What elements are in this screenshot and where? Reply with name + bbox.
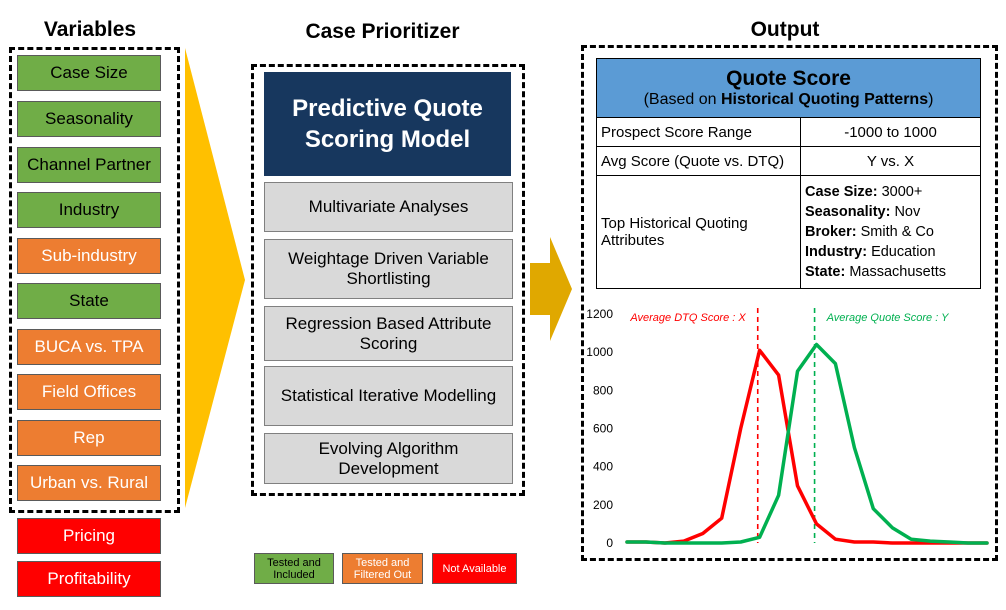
series-line [625, 342, 989, 545]
variable-pricing: Pricing [17, 518, 161, 554]
row-label: Prospect Score Range [596, 117, 801, 147]
predictive-model-box: Predictive Quote Scoring Model [264, 72, 511, 176]
attribute-item: State: Massachusetts [805, 264, 947, 280]
y-tick-label: 800 [593, 383, 613, 397]
legend-tested-filtered: Tested and Filtered Out [342, 553, 423, 584]
row-value: Y vs. X [800, 146, 981, 176]
variable-industry: Industry [17, 192, 161, 228]
variable-channel-partner: Channel Partner [17, 147, 161, 183]
table-row: Top Historical Quoting Attributes Case S… [596, 175, 981, 289]
attributes-label: Top Historical Quoting Attributes [596, 175, 801, 289]
variables-heading: Variables [43, 18, 137, 41]
y-tick-label: 0 [606, 536, 613, 550]
attributes-list: Case Size: 3000+ Seasonality: Nov Broker… [800, 175, 981, 289]
output-heading: Output [750, 18, 820, 41]
legend-tested-included: Tested and Included [254, 553, 334, 584]
variable-seasonality: Seasonality [17, 101, 161, 137]
variables-container [9, 47, 180, 513]
variable-field-offices: Field Offices [17, 374, 161, 410]
score-distribution-chart: 0 200 400 600 800 1000 1200 Average DTQ Score :… [586, 307, 989, 550]
quote-score-title: Quote Score [726, 67, 851, 90]
step-multivariate-analyses: Multivariate Analyses [264, 182, 513, 232]
y-tick-label: 400 [593, 460, 613, 474]
output-container [581, 45, 998, 561]
attribute-item: Seasonality: Nov [805, 204, 921, 220]
table-row: Avg Score (Quote vs. DTQ) Y vs. X [596, 146, 981, 176]
variable-sub-industry: Sub-industry [17, 238, 161, 274]
variable-rep: Rep [17, 420, 161, 456]
y-tick-label: 600 [593, 422, 613, 436]
table-row: Prospect Score Range -1000 to 1000 [596, 117, 981, 147]
flow-arrow-2 [530, 237, 572, 341]
step-algorithm-development: Evolving Algorithm Development [264, 433, 513, 484]
step-iterative-modelling: Statistical Iterative Modelling [264, 366, 513, 426]
y-tick-label: 1000 [586, 345, 613, 359]
mean-marker-label: Average DTQ Score : X [629, 312, 746, 324]
attribute-item: Industry: Education [805, 244, 936, 260]
row-label: Avg Score (Quote vs. DTQ) [596, 146, 801, 176]
series-line [625, 348, 989, 545]
quote-score-table: Quote Score (Based on Historical Quoting… [596, 58, 981, 289]
case-prioritizer-heading: Case Prioritizer [305, 20, 460, 43]
quote-score-subtitle: (Based on Historical Quoting Patterns) [643, 91, 934, 108]
y-tick-label: 200 [593, 498, 613, 512]
attribute-item: Case Size: 3000+ [805, 184, 923, 200]
attribute-item: Broker: Smith & Co [805, 224, 934, 240]
flow-arrow-1 [185, 48, 245, 508]
step-variable-shortlisting: Weightage Driven Variable Shortlisting [264, 239, 513, 299]
variable-buca-vs-tpa: BUCA vs. TPA [17, 329, 161, 365]
case-prioritizer-container [251, 64, 525, 496]
variable-state: State [17, 283, 161, 319]
quote-score-header: Quote Score (Based on Historical Quoting… [596, 58, 981, 118]
y-tick-label: 1200 [586, 307, 613, 321]
step-regression-scoring: Regression Based Attribute Scoring [264, 306, 513, 361]
variable-urban-vs-rural: Urban vs. Rural [17, 465, 161, 501]
variable-case-size: Case Size [17, 55, 161, 91]
variable-profitability: Profitability [17, 561, 161, 597]
mean-marker-label: Average Quote Score : Y [826, 312, 950, 324]
row-value: -1000 to 1000 [800, 117, 981, 147]
legend-not-available: Not Available [432, 553, 517, 584]
